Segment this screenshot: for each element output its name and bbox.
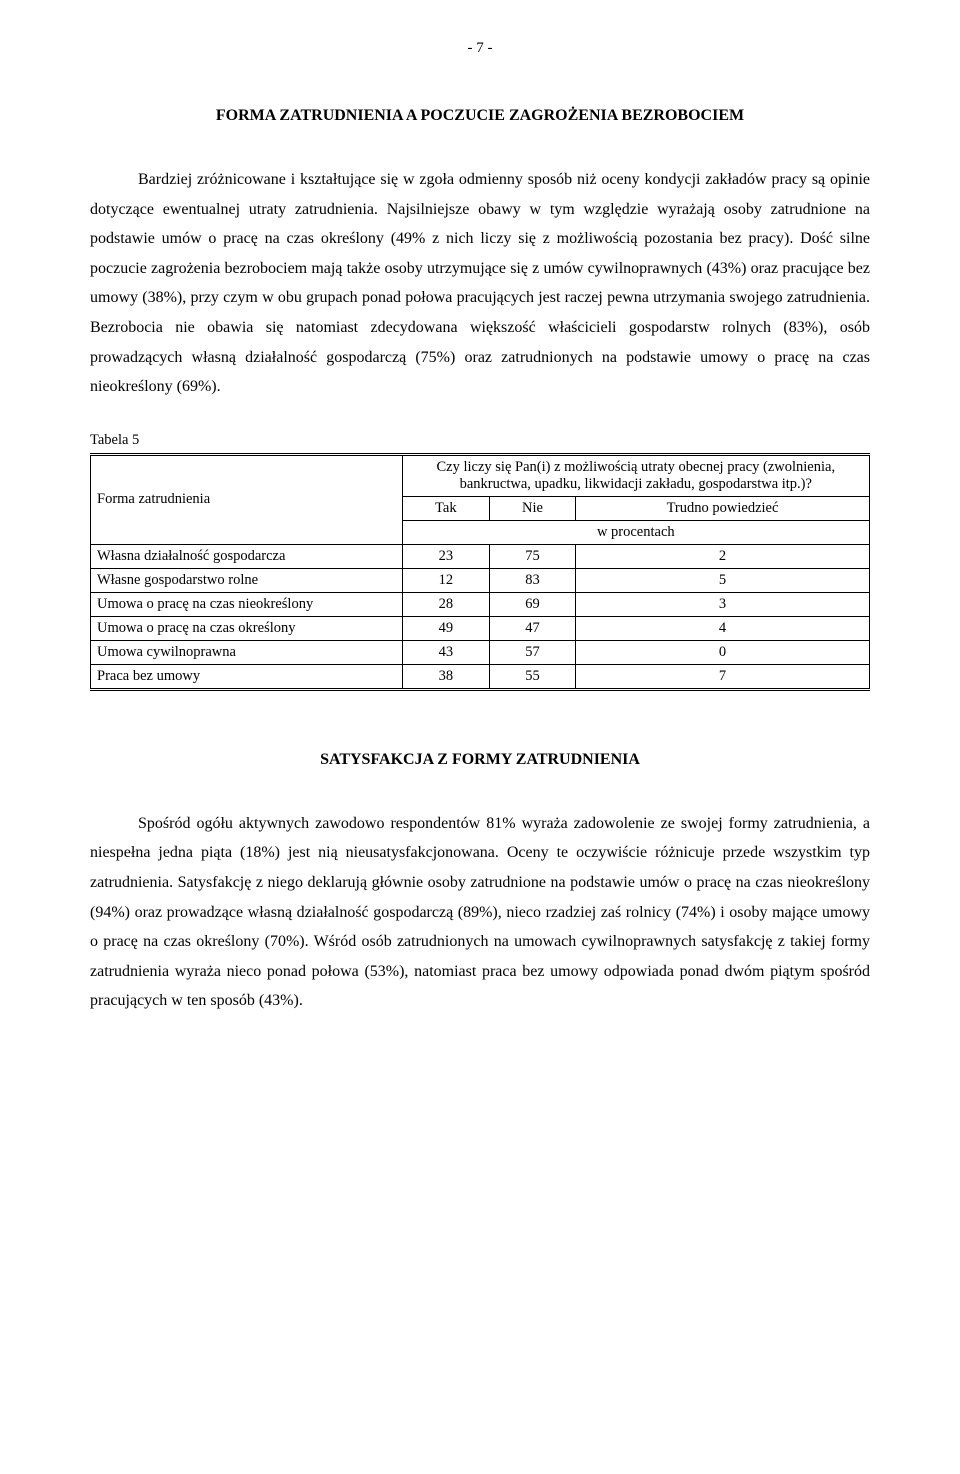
row5-v0: 38: [402, 664, 489, 689]
section1-paragraph: Bardziej zróżnicowane i kształtujące się…: [90, 165, 870, 402]
table5-row-header: Forma zatrudnienia: [91, 454, 403, 544]
row2-label: Umowa o pracę na czas nieokreślony: [91, 592, 403, 616]
row0-v1: 75: [490, 544, 576, 568]
table-row: Umowa cywilnoprawna 43 57 0: [91, 640, 870, 664]
row5-v1: 55: [490, 664, 576, 689]
table-row: Własna działalność gospodarcza 23 75 2: [91, 544, 870, 568]
table5-caption: Tabela 5: [90, 432, 870, 449]
table5-col-tak: Tak: [402, 496, 489, 520]
row4-v0: 43: [402, 640, 489, 664]
table5: Forma zatrudnienia Czy liczy się Pan(i) …: [90, 453, 870, 691]
row2-v0: 28: [402, 592, 489, 616]
table-row: Praca bez umowy 38 55 7: [91, 664, 870, 689]
table5-question: Czy liczy się Pan(i) z możliwością utrat…: [402, 454, 869, 496]
row3-v0: 49: [402, 616, 489, 640]
row0-v0: 23: [402, 544, 489, 568]
table-row: Umowa o pracę na czas określony 49 47 4: [91, 616, 870, 640]
row1-v2: 5: [575, 568, 869, 592]
row5-label: Praca bez umowy: [91, 664, 403, 689]
row1-label: Własne gospodarstwo rolne: [91, 568, 403, 592]
table5-col-nie: Nie: [490, 496, 576, 520]
row1-v1: 83: [490, 568, 576, 592]
row0-label: Własna działalność gospodarcza: [91, 544, 403, 568]
section2-paragraph: Spośród ogółu aktywnych zawodowo respond…: [90, 809, 870, 1016]
row2-v1: 69: [490, 592, 576, 616]
row4-v1: 57: [490, 640, 576, 664]
row5-v2: 7: [575, 664, 869, 689]
row3-label: Umowa o pracę na czas określony: [91, 616, 403, 640]
table-row: Umowa o pracę na czas nieokreślony 28 69…: [91, 592, 870, 616]
row1-v0: 12: [402, 568, 489, 592]
table-row: Własne gospodarstwo rolne 12 83 5: [91, 568, 870, 592]
section1-title: FORMA ZATRUDNIENIA A POCZUCIE ZAGROŻENIA…: [90, 107, 870, 125]
row0-v2: 2: [575, 544, 869, 568]
table5-col-trudno: Trudno powiedzieć: [575, 496, 869, 520]
row2-v2: 3: [575, 592, 869, 616]
row4-label: Umowa cywilnoprawna: [91, 640, 403, 664]
row4-v2: 0: [575, 640, 869, 664]
page-number: - 7 -: [90, 40, 870, 57]
row3-v2: 4: [575, 616, 869, 640]
section2-title: SATYSFAKCJA Z FORMY ZATRUDNIENIA: [90, 751, 870, 769]
table5-unit: w procentach: [402, 520, 869, 544]
row3-v1: 47: [490, 616, 576, 640]
